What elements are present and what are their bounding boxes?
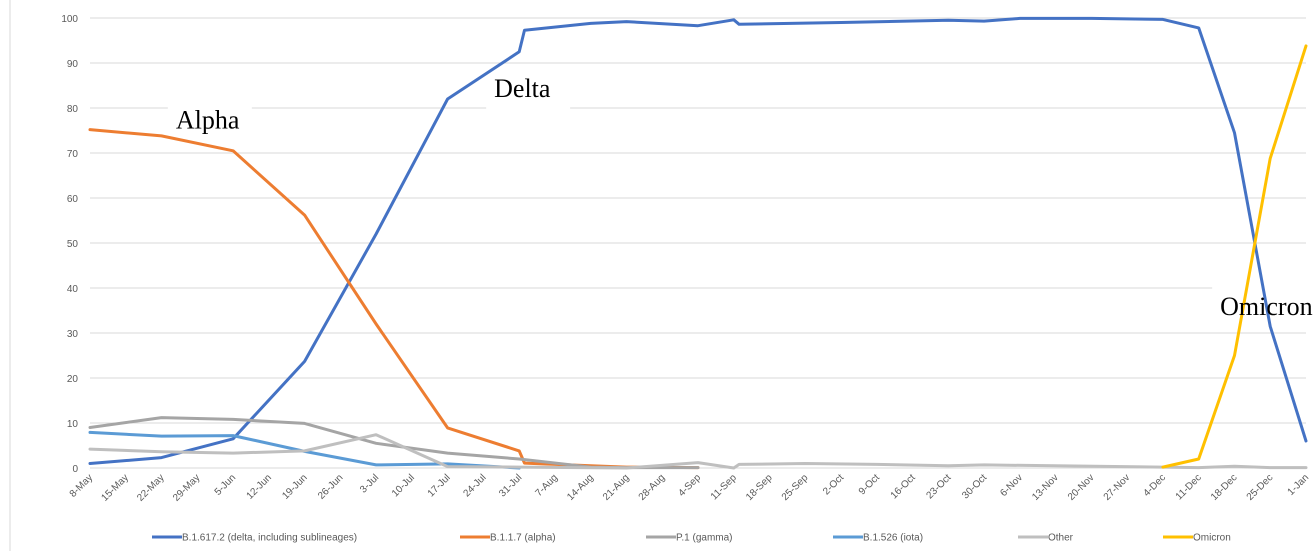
- x-tick-label: 25-Sep: [780, 472, 811, 503]
- y-tick-label: 30: [67, 329, 79, 340]
- legend-label: B.1.1.7 (alpha): [490, 533, 556, 544]
- legend: B.1.617.2 (delta, including sublineages)…: [152, 533, 1231, 544]
- legend-label: B.1.617.2 (delta, including sublineages): [182, 533, 357, 544]
- x-tick-label: 28-Aug: [637, 472, 668, 503]
- x-tick-label: 19-Jun: [280, 472, 309, 501]
- y-tick-label: 10: [67, 419, 79, 430]
- y-tick-label: 90: [67, 59, 79, 70]
- annotation-background: [167, 100, 252, 141]
- gridlines: [90, 17, 1315, 469]
- x-tick-label: 9-Oct: [857, 472, 882, 497]
- x-tick-label: 18-Dec: [1209, 472, 1240, 503]
- y-tick-label: 0: [72, 464, 78, 475]
- x-tick-label: 1-Jan: [1286, 472, 1311, 497]
- x-tick-label: 23-Oct: [924, 472, 953, 501]
- x-tick-label: 5-Jun: [213, 472, 238, 497]
- x-tick-label: 6-Nov: [998, 472, 1025, 499]
- x-tick-label: 8-May: [68, 472, 95, 499]
- x-tick-label: 14-Aug: [565, 472, 596, 503]
- x-tick-label: 17-Jul: [426, 472, 453, 499]
- x-axis-tick-labels: 8-May 15-May 22-May 29-May 5-Jun 12-Jun 19-Jun…: [68, 472, 1311, 504]
- y-tick-label: 100: [61, 14, 78, 25]
- x-tick-label: 11-Dec: [1174, 472, 1204, 502]
- x-tick-label: 31-Jul: [497, 472, 524, 499]
- legend-label: B.1.526 (iota): [863, 533, 923, 544]
- x-tick-label: 22-May: [135, 472, 166, 503]
- series-line-4: [88, 433, 1308, 470]
- annotation-delta: Delta: [494, 74, 551, 103]
- x-tick-label: 4-Sep: [676, 472, 703, 499]
- x-tick-label: 10-Jul: [390, 472, 417, 499]
- y-tick-label: 70: [67, 149, 79, 160]
- x-tick-label: 16-Oct: [889, 472, 918, 501]
- series-line-5: [1161, 44, 1308, 469]
- x-tick-label: 12-Jun: [245, 472, 274, 501]
- x-tick-label: 25-Dec: [1245, 472, 1276, 503]
- x-tick-label: 20-Nov: [1066, 472, 1097, 503]
- legend-label: Omicron: [1193, 533, 1231, 544]
- annotation-background: [486, 68, 571, 109]
- annotation-omicron: Omicron: [1220, 292, 1312, 321]
- series-lines: [88, 16, 1308, 470]
- x-tick-label: 7-Aug: [533, 472, 560, 499]
- x-tick-label: 3-Jul: [358, 472, 381, 495]
- x-tick-label: 27-Nov: [1102, 472, 1133, 503]
- x-tick-label: 24-Jul: [461, 472, 488, 499]
- chart-annotations: Alpha Delta Omicron: [176, 74, 1313, 321]
- y-tick-label: 50: [67, 239, 79, 250]
- x-tick-label: 18-Sep: [744, 472, 775, 503]
- y-tick-label: 80: [67, 104, 79, 115]
- x-tick-label: 13-Nov: [1030, 472, 1061, 503]
- series-line-0: [88, 16, 1308, 465]
- annotation-alpha: Alpha: [176, 105, 240, 134]
- y-axis-tick-labels: 0 10 20 30 40 50 60 70 80 90 100: [61, 14, 78, 475]
- x-tick-label: 21-Aug: [601, 472, 632, 503]
- y-tick-label: 40: [67, 284, 79, 295]
- y-tick-label: 20: [67, 374, 79, 385]
- legend-label: Other: [1048, 533, 1074, 544]
- x-tick-label: 29-May: [171, 472, 202, 503]
- x-tick-label: 26-Jun: [316, 472, 345, 501]
- x-tick-label: 2-Oct: [821, 472, 846, 497]
- x-tick-label: 30-Oct: [960, 472, 989, 501]
- y-tick-label: 60: [67, 194, 79, 205]
- x-tick-label: 4-Dec: [1141, 472, 1168, 499]
- legend-label: P.1 (gamma): [676, 533, 733, 544]
- x-tick-label: 11-Sep: [709, 472, 739, 502]
- x-tick-label: 15-May: [100, 472, 131, 503]
